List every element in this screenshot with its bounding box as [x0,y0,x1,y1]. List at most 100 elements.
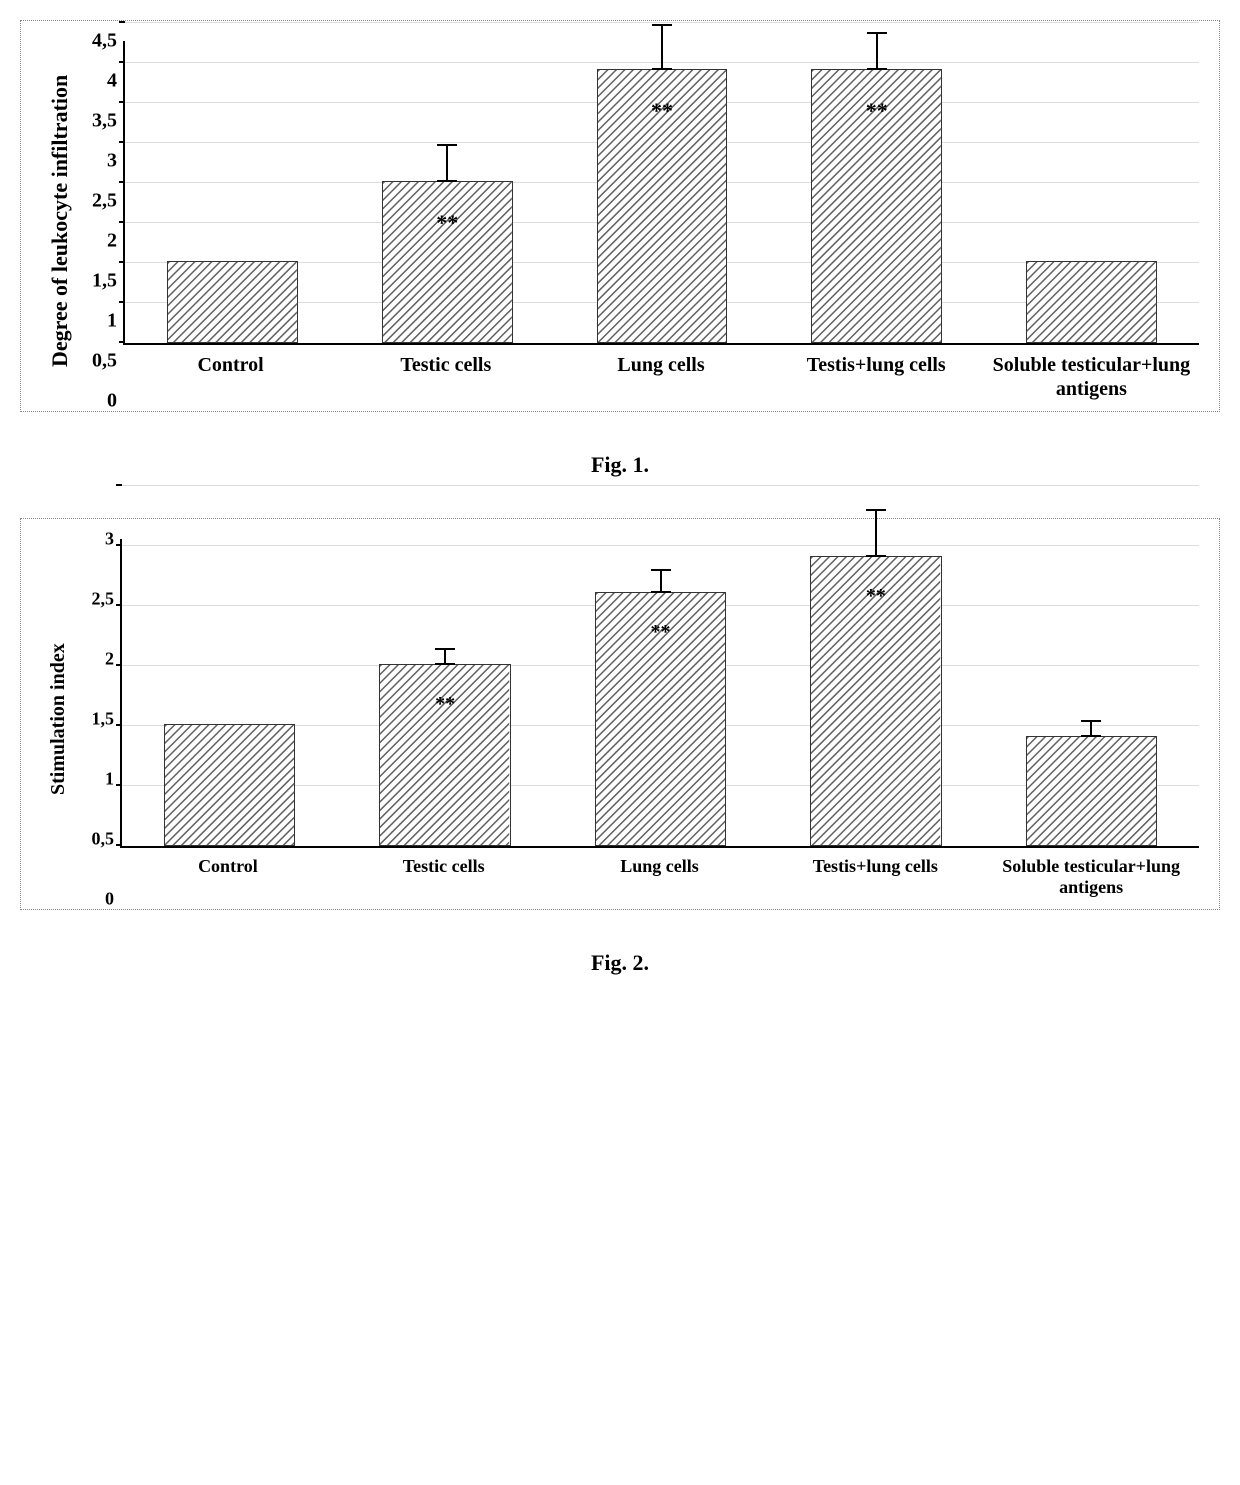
ytick-mark [119,101,125,103]
xlabel: Lung cells [553,353,768,401]
error-cap [866,555,886,557]
bar [1026,261,1157,343]
ytick-mark [116,724,122,726]
ytick-mark [119,301,125,303]
bars-row: ** ** ** [125,41,1199,343]
error-bar [875,511,877,557]
error-cap [867,32,887,34]
fig1-chart-box: Degree of leukocyte infiltration 00,511,… [20,20,1220,412]
xlabel: Testis+lung cells [769,353,984,401]
bar: ** [382,181,513,343]
ytick-mark [119,61,125,63]
xlabel: Control [123,353,338,401]
ytick-mark [119,221,125,223]
xlabel: Testic cells [338,353,553,401]
significance-marker: ** [435,693,455,716]
ytick-label: 4 [107,70,117,93]
ytick-mark [119,341,125,343]
ytick-label: 3,5 [92,110,117,133]
fig2-chart-box: Stimulation index 00,511,522,53 ****** C… [20,518,1220,910]
fig1-yticks: 00,511,522,533,544,5 [73,41,123,401]
bar-slot [984,539,1199,846]
bar [167,261,298,343]
ytick-label: 0 [105,889,114,910]
error-cap [866,509,886,511]
bar-slot: ** [555,41,770,343]
xlabel: Lung cells [552,856,768,899]
significance-marker: ** [866,585,886,608]
ytick-label: 2 [107,230,117,253]
ytick-mark [119,141,125,143]
bar-slot: ** [553,539,768,846]
figure-1: Degree of leukocyte infiltration 00,511,… [20,20,1220,478]
error-cap [651,569,671,571]
figure-2: Stimulation index 00,511,522,53 ****** C… [20,518,1220,976]
ytick-label: 4,5 [92,30,117,53]
fig1-chart-inner: Degree of leukocyte infiltration 00,511,… [41,41,1199,401]
bar [164,724,295,846]
error-cap [867,68,887,70]
ytick-label: 2,5 [92,190,117,213]
fig1-ylabel: Degree of leukocyte infiltration [41,41,73,401]
ytick-mark [116,484,122,486]
fig1-xaxis: ControlTestic cellsLung cellsTestis+lung… [123,353,1199,401]
error-cap [437,144,457,146]
error-cap [652,24,672,26]
ytick-label: 2,5 [92,589,115,610]
error-bar [876,34,878,70]
fig2-caption: Fig. 2. [20,950,1220,976]
bar: ** [597,69,728,343]
gridline [122,485,1199,486]
ytick-label: 0,5 [92,350,117,373]
significance-marker: ** [436,210,458,236]
error-cap [652,68,672,70]
bar-slot [984,41,1199,343]
error-cap [651,591,671,593]
bar-slot: ** [340,41,555,343]
error-bar [446,146,448,182]
error-cap [435,663,455,665]
bar-slot: ** [769,41,984,343]
ytick-mark [116,784,122,786]
gridline [125,22,1199,23]
ytick-mark [116,664,122,666]
xlabel: Testic cells [336,856,552,899]
fig1-ytick-col: 00,511,522,533,544,5 [73,41,123,401]
bar-slot: ** [768,539,983,846]
bar-slot: ** [337,539,552,846]
fig2-ytick-col: 00,511,522,53 [70,539,120,899]
xlabel: Soluble testicular+lung antigens [984,353,1199,401]
bar [1026,736,1157,846]
ytick-mark [119,261,125,263]
fig2-plot: ** ** ** [120,539,1199,848]
error-bar [660,571,662,593]
error-cap [1081,720,1101,722]
bar: ** [595,592,726,846]
ytick-mark [116,604,122,606]
ytick-mark [116,544,122,546]
xlabel: Testis+lung cells [767,856,983,899]
xlabel: Soluble testicular+lung antigens [983,856,1199,899]
ytick-label: 3 [107,150,117,173]
error-bar [661,26,663,70]
ytick-mark [119,21,125,23]
ytick-label: 1 [107,310,117,333]
bar: ** [811,69,942,343]
bar: ** [810,556,941,846]
ytick-label: 3 [105,529,114,550]
ytick-label: 1,5 [92,709,115,730]
error-cap [435,648,455,650]
ytick-label: 1,5 [92,270,117,293]
significance-marker: ** [651,98,673,124]
ytick-label: 2 [105,649,114,670]
fig1-caption: Fig. 1. [20,452,1220,478]
bar-slot [125,41,340,343]
significance-marker: ** [866,98,888,124]
ytick-label: 0,5 [92,829,115,850]
fig1-plot: ** ** ** [123,41,1199,345]
bar: ** [379,664,510,846]
fig2-yticks: 00,511,522,53 [70,539,120,899]
significance-marker: ** [651,621,671,644]
ytick-mark [116,844,122,846]
fig2-ylabel: Stimulation index [41,539,70,899]
